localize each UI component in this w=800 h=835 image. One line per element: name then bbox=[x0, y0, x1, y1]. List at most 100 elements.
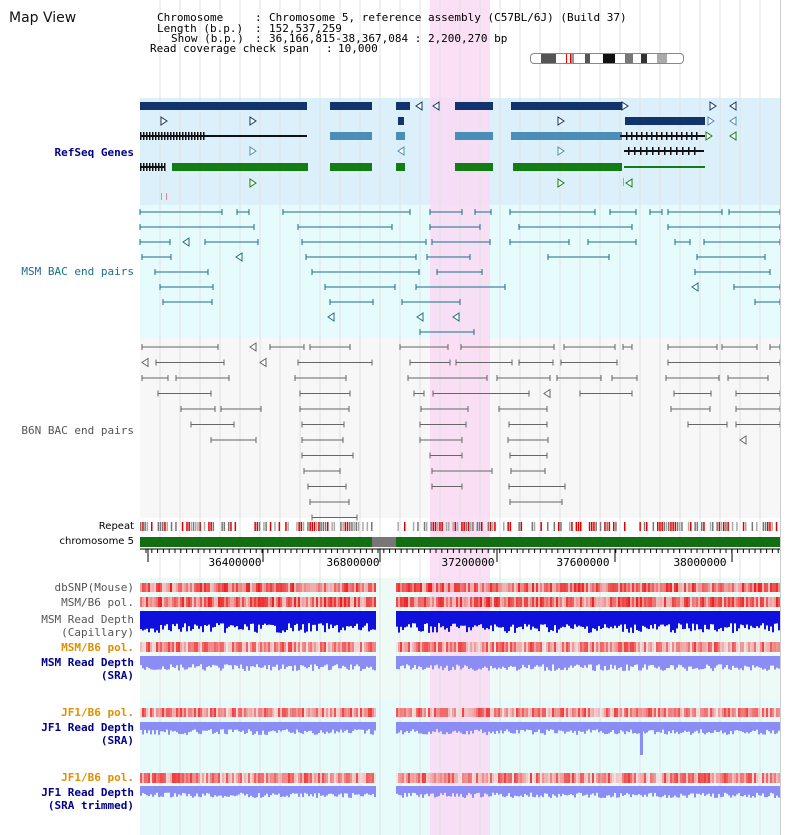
pol-heat-cell bbox=[768, 642, 770, 652]
pol-heat-cell bbox=[360, 597, 362, 607]
read-depth-bar bbox=[702, 611, 704, 633]
read-depth-bar bbox=[342, 656, 344, 666]
track-label-jf1-depth-trimmed[interactable]: JF1 Read Depth (SRA trimmed) bbox=[41, 786, 134, 812]
read-depth-bar bbox=[506, 611, 508, 633]
read-depth-bar bbox=[412, 656, 414, 668]
pol-heat-cell bbox=[362, 708, 364, 717]
pol-heat-cell bbox=[704, 642, 706, 652]
pol-heat-cell bbox=[202, 708, 204, 717]
track-label-jf1-b6-pol-2[interactable]: JF1/B6 pol. bbox=[61, 771, 134, 784]
repeat-mark bbox=[203, 522, 206, 531]
repeat-mark bbox=[687, 522, 690, 531]
read-depth-bar bbox=[754, 656, 756, 668]
pol-heat-cell bbox=[510, 642, 512, 652]
read-depth-bar bbox=[514, 722, 516, 734]
read-depth-bar bbox=[154, 656, 156, 670]
repeat-mark bbox=[608, 522, 611, 531]
read-depth-bar bbox=[326, 722, 328, 732]
pol-heat-cell bbox=[402, 583, 404, 592]
read-depth-bar bbox=[654, 611, 656, 624]
pol-heat-cell bbox=[414, 642, 416, 652]
read-depth-bar bbox=[164, 656, 166, 670]
pol-heat-cell bbox=[180, 773, 182, 783]
read-depth-bar bbox=[720, 656, 722, 665]
read-depth-bar bbox=[712, 722, 714, 733]
read-depth-bar bbox=[258, 722, 260, 735]
track-label-msm-b6-pol-2[interactable]: MSM/B6 pol. bbox=[61, 641, 134, 654]
track-label-jf1-depth-sra[interactable]: JF1 Read Depth (SRA) bbox=[41, 721, 134, 747]
track-label-dbsnp[interactable]: dbSNP(Mouse) bbox=[54, 581, 134, 594]
exon-mark bbox=[696, 132, 698, 140]
read-depth-bar bbox=[760, 786, 762, 796]
read-depth-bar bbox=[178, 722, 180, 734]
pol-heat-cell bbox=[594, 773, 596, 783]
read-depth-bar bbox=[766, 722, 768, 730]
pol-heat-cell bbox=[562, 642, 564, 652]
read-depth-bar bbox=[448, 786, 450, 796]
read-depth-bar bbox=[714, 611, 716, 630]
pol-heat-cell bbox=[488, 773, 490, 783]
gene-feature bbox=[398, 117, 404, 125]
track-label-b6n-bac[interactable]: B6N BAC end pairs bbox=[21, 424, 134, 437]
pol-heat-cell bbox=[288, 773, 290, 783]
track-label-chromosome[interactable]: chromosome 5 bbox=[59, 536, 134, 547]
read-depth-bar bbox=[544, 656, 546, 671]
read-depth-bar bbox=[244, 786, 246, 796]
pol-heat-cell bbox=[568, 708, 570, 717]
pol-heat-cell bbox=[662, 773, 664, 783]
pol-heat-cell bbox=[724, 708, 726, 717]
read-depth-bar bbox=[288, 656, 290, 667]
read-depth-bar bbox=[664, 611, 666, 627]
read-depth-bar bbox=[492, 786, 494, 793]
pol-heat-cell bbox=[510, 773, 512, 783]
pol-heat-cell bbox=[310, 642, 312, 652]
read-depth-bar bbox=[678, 611, 680, 624]
exon-mark bbox=[681, 132, 683, 140]
pol-heat-cell bbox=[278, 583, 280, 592]
read-depth-bar bbox=[476, 611, 478, 627]
pol-heat-cell bbox=[680, 708, 682, 717]
read-depth-bar bbox=[200, 722, 202, 735]
pol-heat-cell bbox=[562, 773, 564, 783]
pol-heat-cell bbox=[316, 597, 318, 607]
pol-heat-cell bbox=[526, 597, 528, 607]
read-depth-bar bbox=[298, 611, 300, 631]
read-depth-bar bbox=[652, 722, 654, 731]
pol-heat-cell bbox=[232, 708, 234, 717]
read-depth-bar bbox=[584, 656, 586, 666]
track-label-msm-b6-pol[interactable]: MSM/B6 pol. bbox=[61, 596, 134, 609]
pol-heat-cell bbox=[750, 773, 752, 783]
pol-heat-cell bbox=[480, 597, 482, 607]
track-label-repeat[interactable]: Repeat bbox=[98, 521, 134, 532]
pol-heat-cell bbox=[660, 773, 662, 783]
track-label-msm-depth-sra[interactable]: MSM Read Depth (SRA) bbox=[41, 656, 134, 682]
pol-heat-cell bbox=[668, 773, 670, 783]
pol-heat-cell bbox=[274, 708, 276, 717]
pol-heat-cell bbox=[172, 642, 174, 652]
repeat-mark bbox=[569, 522, 571, 531]
read-depth-bar bbox=[250, 656, 252, 667]
read-depth-bar bbox=[772, 786, 774, 794]
track-label-jf1-b6-pol[interactable]: JF1/B6 pol. bbox=[61, 706, 134, 719]
track-label-msm-depth-capillary[interactable]: MSM Read Depth (Capillary) bbox=[41, 613, 134, 639]
pol-heat-cell bbox=[498, 597, 500, 607]
read-depth-bar bbox=[178, 611, 180, 630]
pol-heat-cell bbox=[408, 583, 410, 592]
pol-heat-cell bbox=[544, 583, 546, 592]
pol-heat-cell bbox=[598, 583, 600, 592]
pol-heat-cell bbox=[276, 583, 278, 592]
read-depth-bar bbox=[698, 656, 700, 670]
read-depth-bar bbox=[734, 611, 736, 624]
track-label-refseq[interactable]: RefSeq Genes bbox=[54, 146, 134, 159]
read-depth-bar bbox=[654, 656, 656, 668]
pol-heat-cell bbox=[338, 642, 340, 652]
read-depth-bar bbox=[308, 722, 310, 731]
chromosome-ideogram[interactable] bbox=[530, 53, 684, 64]
pol-heat-cell bbox=[236, 583, 238, 592]
pol-heat-cell bbox=[286, 773, 288, 783]
pol-heat-cell bbox=[252, 773, 254, 783]
pol-heat-cell bbox=[200, 773, 202, 783]
pol-heat-cell bbox=[662, 597, 664, 607]
track-label-msm-bac[interactable]: MSM BAC end pairs bbox=[21, 265, 134, 278]
